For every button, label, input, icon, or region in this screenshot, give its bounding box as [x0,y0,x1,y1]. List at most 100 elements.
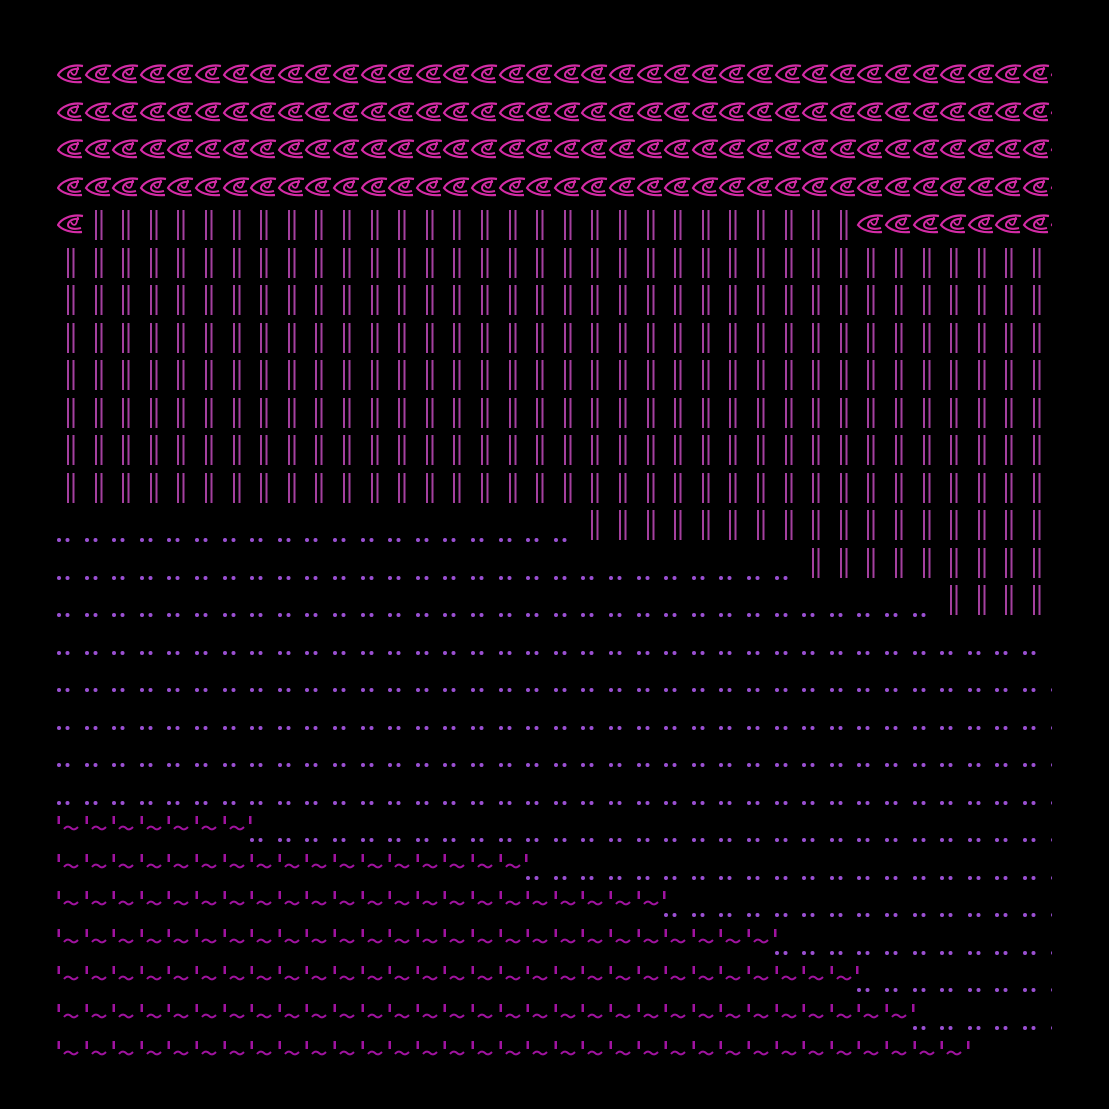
double-bar-icon [167,244,195,282]
bar-tilde-icon [112,806,140,844]
double-bar-icon [581,431,609,469]
bar-tilde-icon [471,994,499,1032]
eye-icon [139,131,168,169]
double-bar-icon [775,431,803,469]
double-dot-icon [636,694,665,732]
double-dot-icon [415,656,444,694]
bar-tilde-icon [57,844,85,882]
double-bar-icon [637,319,665,357]
glyph-row [57,431,1052,469]
double-bar-icon [554,469,582,507]
double-bar-icon [57,356,85,394]
double-bar-icon [581,356,609,394]
double-dot-icon [195,694,223,732]
double-dot-icon [57,731,85,769]
double-bar-icon [581,394,609,432]
bar-tilde-icon [278,881,306,919]
double-dot-icon [526,581,554,619]
eye-icon [57,206,85,244]
double-dot-icon [553,694,582,732]
double-dot-icon [195,731,223,769]
double-dot-icon [498,544,527,582]
double-bar-icon [361,356,389,394]
eye-icon [995,169,1023,207]
double-bar-icon [471,281,499,319]
double-bar-icon [885,469,913,507]
bar-tilde-icon [388,919,416,957]
eye-icon [470,94,499,132]
eye-icon [774,131,803,169]
eye-icon [57,131,85,169]
eye-icon [387,131,416,169]
double-bar-icon [278,431,306,469]
double-bar-icon [830,244,858,282]
eye-icon [939,169,968,207]
double-bar-icon [802,469,830,507]
double-dot-icon [719,769,747,807]
eye-icon [719,56,747,94]
double-dot-icon [1050,844,1052,882]
eye-icon [829,131,858,169]
eye-icon [636,169,665,207]
double-dot-icon [1050,919,1052,957]
bar-tilde-icon [167,919,195,957]
eye-icon [249,56,278,94]
eye-icon [415,94,444,132]
double-bar-icon [471,319,499,357]
eye-icon [746,94,775,132]
eye-icon [581,131,609,169]
double-dot-icon [940,844,968,882]
double-dot-icon [553,731,582,769]
double-dot-icon [112,506,140,544]
double-bar-icon [333,394,361,432]
bar-tilde-icon [802,994,830,1032]
double-dot-icon [664,694,692,732]
double-bar-icon [499,356,527,394]
double-dot-icon [774,544,803,582]
double-dot-icon [774,731,803,769]
bar-tilde-icon [499,1031,527,1057]
eye-icon [801,169,830,207]
double-bar-icon [609,356,637,394]
double-bar-icon [388,469,416,507]
eye-icon [443,169,471,207]
bar-tilde-icon [664,956,692,994]
bar-tilde-icon [637,956,665,994]
double-bar-icon [471,469,499,507]
double-bar-icon [995,244,1023,282]
double-dot-icon [57,506,85,544]
eye-icon [995,56,1023,94]
double-dot-icon [747,769,775,807]
double-dot-icon [940,994,968,1032]
bar-tilde-icon [609,956,637,994]
double-dot-icon [581,581,609,619]
double-bar-icon [278,469,306,507]
double-dot-icon [526,656,554,694]
bar-tilde-icon [885,1031,913,1057]
double-dot-icon [995,731,1023,769]
glyph-row [57,994,1052,1032]
bar-tilde-icon [333,881,361,919]
double-bar-icon [167,319,195,357]
eye-icon [553,169,582,207]
double-dot-icon [498,656,527,694]
double-bar-icon [57,469,85,507]
eye-icon [1050,169,1052,207]
double-dot-icon [277,694,306,732]
bar-tilde-icon [333,844,361,882]
double-bar-icon [940,244,968,282]
bar-tilde-icon [223,881,251,919]
double-bar-icon [995,581,1023,619]
double-bar-icon [940,281,968,319]
double-bar-icon [305,281,333,319]
eye-icon [139,56,168,94]
double-bar-icon [719,244,747,282]
double-dot-icon [967,994,996,1032]
eye-icon [967,131,996,169]
double-bar-icon [747,469,775,507]
glyph-row [57,356,1052,394]
double-dot-icon [84,731,113,769]
bar-tilde-icon [471,956,499,994]
eye-icon [305,56,333,94]
double-dot-icon [829,619,858,657]
